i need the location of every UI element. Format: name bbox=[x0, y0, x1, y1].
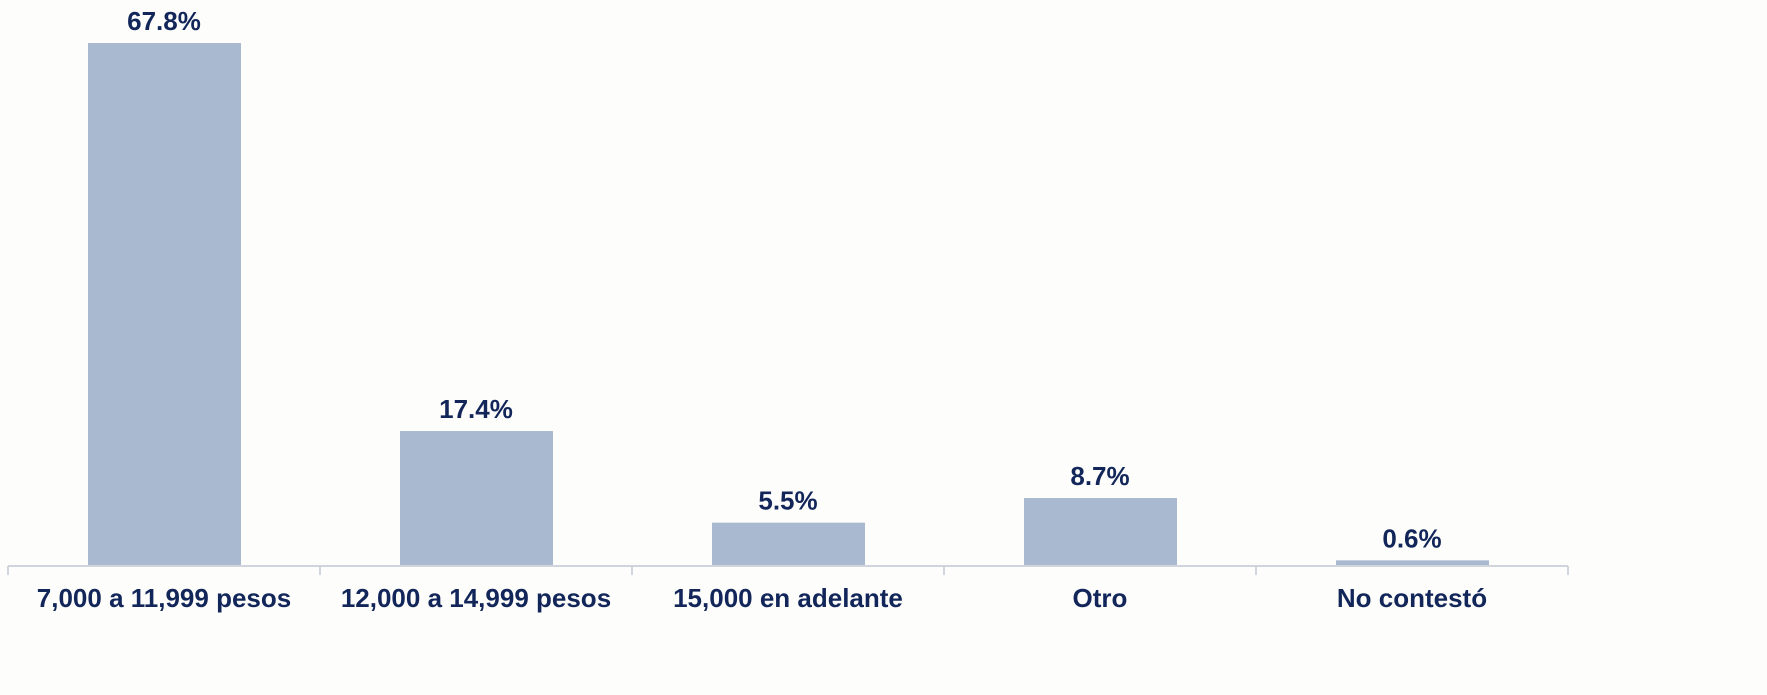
x-tick-label: 15,000 en adelante bbox=[673, 583, 903, 613]
value-label: 5.5% bbox=[758, 486, 817, 516]
x-tick-label: 7,000 a 11,999 pesos bbox=[37, 583, 291, 613]
bar bbox=[1336, 560, 1489, 565]
value-label: 67.8% bbox=[127, 6, 201, 36]
bar bbox=[400, 431, 553, 565]
x-tick-label: 12,000 a 14,999 pesos bbox=[341, 583, 611, 613]
value-label: 17.4% bbox=[439, 394, 513, 424]
x-tick-label: No contestó bbox=[1337, 583, 1487, 613]
bar bbox=[88, 43, 241, 565]
value-label: 0.6% bbox=[1382, 523, 1441, 553]
bar bbox=[1024, 498, 1177, 565]
value-label: 8.7% bbox=[1070, 461, 1129, 491]
x-tick-label: Otro bbox=[1073, 583, 1128, 613]
bar bbox=[712, 522, 865, 565]
